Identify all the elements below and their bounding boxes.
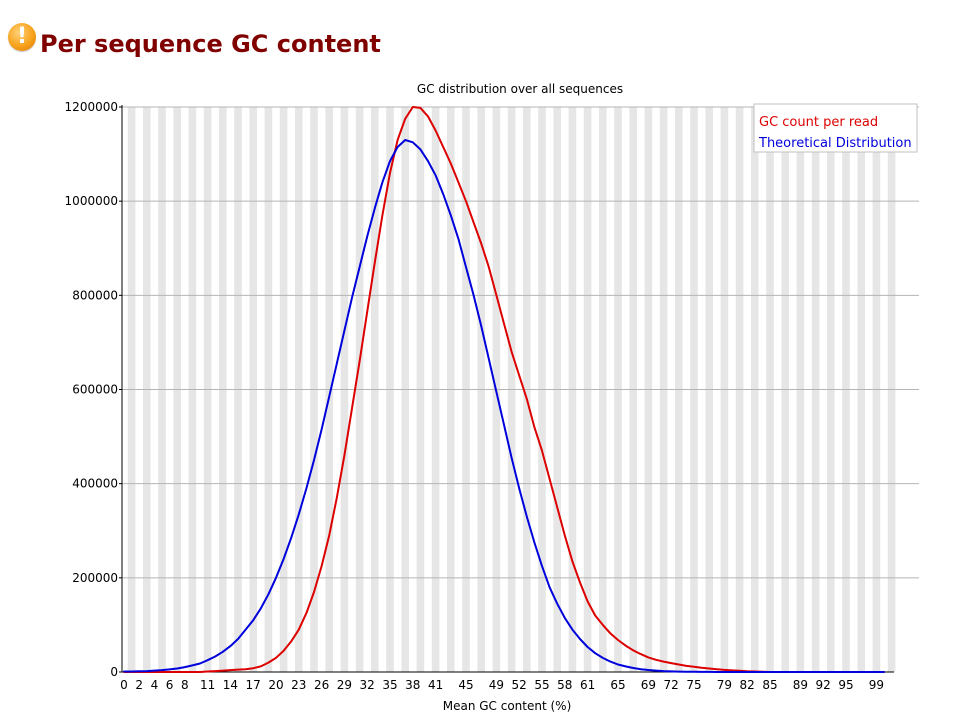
x-tick-label: 79 <box>717 678 732 692</box>
x-tick-label: 99 <box>869 678 884 692</box>
warning-icon: ! <box>8 23 36 51</box>
page-title: Per sequence GC content <box>40 30 381 58</box>
x-tick-label: 32 <box>360 678 375 692</box>
x-tick-label: 65 <box>610 678 625 692</box>
legend-entry-gc-count: GC count per read <box>759 115 878 130</box>
y-tick-label: 600000 <box>72 383 118 397</box>
horizontal-gridlines <box>122 106 919 579</box>
x-tick-label: 52 <box>512 678 527 692</box>
legend-box <box>753 103 918 153</box>
y-tick-label: 200000 <box>72 571 118 585</box>
legend: GC count per read Theoretical Distributi… <box>753 103 918 153</box>
x-tick-label: 45 <box>458 678 473 692</box>
chart-title: GC distribution over all sequences <box>417 82 623 96</box>
y-tick-label: 800000 <box>72 288 118 302</box>
x-tick-label: 49 <box>489 678 504 692</box>
y-tick-label: 0 <box>110 665 118 679</box>
x-tick-label: 72 <box>664 678 679 692</box>
x-tick-label: 11 <box>200 678 215 692</box>
x-tick-label: 58 <box>557 678 572 692</box>
x-tick-label: 23 <box>291 678 306 692</box>
x-tick-label: 95 <box>838 678 853 692</box>
x-tick-label: 0 <box>120 678 128 692</box>
x-tick-label: 38 <box>405 678 420 692</box>
x-tick-label: 69 <box>641 678 656 692</box>
x-tick-label: 8 <box>181 678 189 692</box>
x-axis-ticks: 0 2 4 6 8 11 14 17 20 23 26 29 32 35 38 41 45 49 52 55 58 61 6… <box>120 678 884 692</box>
x-tick-label: 20 <box>268 678 283 692</box>
legend-entry-theoretical: Theoretical Distribution <box>758 136 912 151</box>
x-tick-label: 89 <box>793 678 808 692</box>
x-axis-label: Mean GC content (%) <box>443 699 572 713</box>
x-tick-label: 2 <box>135 678 143 692</box>
y-tick-label: 400000 <box>72 477 118 491</box>
series-lines <box>123 106 885 673</box>
x-tick-label: 35 <box>382 678 397 692</box>
x-tick-label: 41 <box>428 678 443 692</box>
x-tick-label: 82 <box>740 678 755 692</box>
x-tick-label: 85 <box>762 678 777 692</box>
x-tick-label: 6 <box>166 678 174 692</box>
module-header: ! Per sequence GC content <box>8 22 381 62</box>
x-tick-label: 75 <box>686 678 701 692</box>
x-tick-label: 29 <box>337 678 352 692</box>
y-axis-ticks: 0 200000 400000 600000 800000 1000000 1200000 <box>65 100 122 679</box>
x-tick-label: 61 <box>580 678 595 692</box>
x-tick-label: 17 <box>246 678 261 692</box>
x-tick-label: 4 <box>151 678 159 692</box>
x-tick-label: 26 <box>314 678 329 692</box>
y-tick-label: 1000000 <box>65 194 118 208</box>
y-tick-label: 1200000 <box>65 100 118 114</box>
series-line-theoretical <box>123 139 885 673</box>
x-tick-label: 55 <box>534 678 549 692</box>
x-tick-label: 14 <box>223 678 238 692</box>
x-tick-label: 92 <box>816 678 831 692</box>
